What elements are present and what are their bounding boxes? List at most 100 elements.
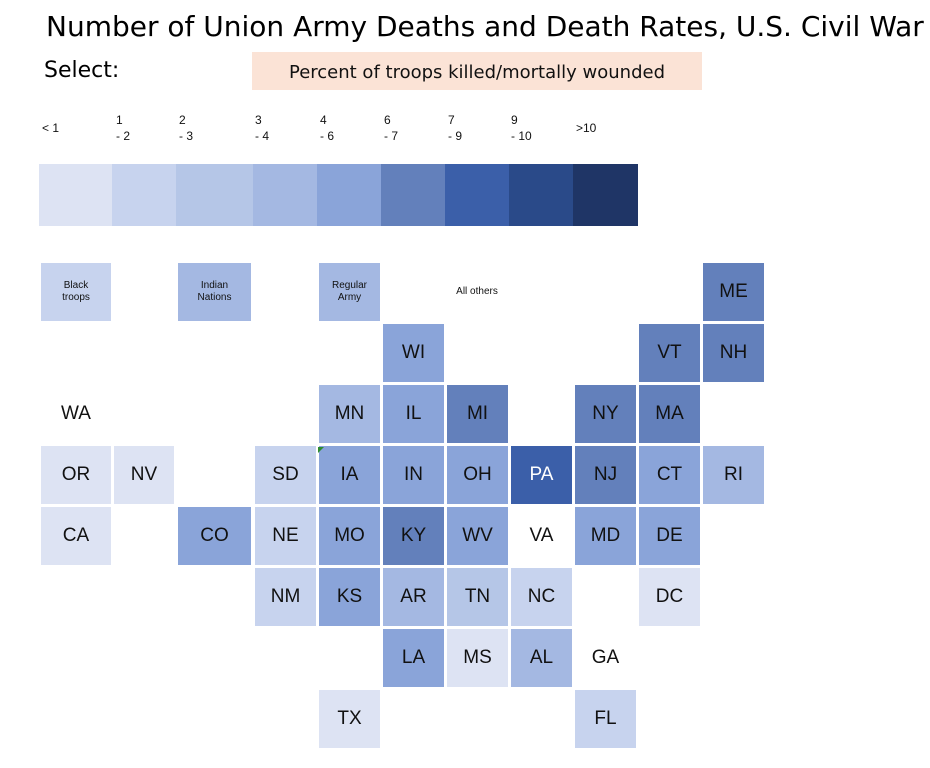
tile-label: TX <box>337 708 362 729</box>
tile-label: VT <box>657 342 682 363</box>
tile-nm[interactable]: NM <box>255 568 316 626</box>
tile-label: ME <box>719 281 748 302</box>
tile-all-others[interactable]: All others <box>382 263 572 321</box>
tile-tn[interactable]: TN <box>447 568 508 626</box>
tile-in[interactable]: IN <box>383 446 444 504</box>
tile-ct[interactable]: CT <box>639 446 700 504</box>
tile-me[interactable]: ME <box>703 263 764 321</box>
tile-black-troops[interactable]: Black troops <box>41 263 111 321</box>
tile-or[interactable]: OR <box>41 446 111 504</box>
tile-mo[interactable]: MO <box>319 507 380 565</box>
tile-label: KS <box>336 586 363 607</box>
tile-mi[interactable]: MI <box>447 385 508 443</box>
legend-label: 9 - 10 <box>511 113 532 143</box>
tile-ri[interactable]: RI <box>703 446 764 504</box>
tile-mn[interactable]: MN <box>319 385 380 443</box>
tile-label: TN <box>464 586 491 607</box>
legend-label: >10 <box>576 121 597 135</box>
tile-label: DE <box>656 525 683 546</box>
tile-label: IL <box>405 403 422 424</box>
legend-swatch <box>253 164 317 226</box>
tile-dc[interactable]: DC <box>639 568 700 626</box>
tile-label: NJ <box>593 464 618 485</box>
legend-label: 1 - 2 <box>116 113 131 143</box>
tile-label: NV <box>130 464 158 485</box>
tile-wv[interactable]: WV <box>447 507 508 565</box>
tile-label: IN <box>404 464 423 485</box>
tile-label: MN <box>334 403 365 424</box>
tile-label: NC <box>527 586 556 607</box>
tile-label: WV <box>462 525 493 546</box>
selection-marker <box>318 447 324 453</box>
legend-label: 2 - 3 <box>179 113 194 143</box>
tile-label: GA <box>591 647 620 668</box>
legend-label: 6 - 7 <box>384 113 399 143</box>
tile-pa[interactable]: PA <box>511 446 572 504</box>
tile-label: LA <box>401 647 426 668</box>
tile-indian-nations[interactable]: Indian Nations <box>178 263 251 321</box>
tile-vt[interactable]: VT <box>639 324 700 382</box>
tile-label: AR <box>400 586 427 607</box>
tile-label: MO <box>334 525 365 546</box>
tile-ia[interactable]: IA <box>319 446 380 504</box>
tile-wi[interactable]: WI <box>383 324 444 382</box>
legend-swatch <box>573 164 638 226</box>
tile-nj[interactable]: NJ <box>575 446 636 504</box>
legend-swatch <box>176 164 253 226</box>
tile-label: NM <box>270 586 301 607</box>
tile-label: WA <box>61 403 91 424</box>
legend-swatch <box>445 164 509 226</box>
tile-al[interactable]: AL <box>511 629 572 687</box>
tile-label: AL <box>529 647 554 668</box>
tile-ky[interactable]: KY <box>383 507 444 565</box>
tile-label: MA <box>655 403 684 424</box>
tile-label: MS <box>463 647 492 668</box>
tile-ks[interactable]: KS <box>319 568 380 626</box>
tile-ny[interactable]: NY <box>575 385 636 443</box>
tile-label: RI <box>724 464 743 485</box>
tile-co[interactable]: CO <box>178 507 251 565</box>
legend-label: 4 - 6 <box>320 113 335 143</box>
tile-label: NY <box>592 403 619 424</box>
tile-label: OR <box>61 464 91 485</box>
tile-ca[interactable]: CA <box>41 507 111 565</box>
tile-ga[interactable]: GA <box>575 629 636 687</box>
metric-select-button[interactable]: Percent of troops killed/mortally wounde… <box>252 52 702 90</box>
tile-ne[interactable]: NE <box>255 507 316 565</box>
tile-label: CO <box>200 525 229 546</box>
tile-ma[interactable]: MA <box>639 385 700 443</box>
tile-fl[interactable]: FL <box>575 690 636 748</box>
tile-sd[interactable]: SD <box>255 446 316 504</box>
tile-nh[interactable]: NH <box>703 324 764 382</box>
tile-ar[interactable]: AR <box>383 568 444 626</box>
tile-il[interactable]: IL <box>383 385 444 443</box>
tile-label: Black troops <box>62 280 90 303</box>
tile-label: OH <box>463 464 492 485</box>
legend-label: 3 - 4 <box>255 113 270 143</box>
tile-tx[interactable]: TX <box>319 690 380 748</box>
select-label: Select: <box>44 58 120 83</box>
tile-wa[interactable]: WA <box>41 385 111 443</box>
tile-regular-army[interactable]: Regular Army <box>319 263 380 321</box>
tile-va[interactable]: VA <box>511 507 572 565</box>
legend-swatch <box>39 164 112 226</box>
tile-label: CA <box>62 525 90 546</box>
tile-md[interactable]: MD <box>575 507 636 565</box>
tile-de[interactable]: DE <box>639 507 700 565</box>
tile-label: KY <box>400 525 427 546</box>
tile-nv[interactable]: NV <box>114 446 174 504</box>
tile-ms[interactable]: MS <box>447 629 508 687</box>
legend-swatch <box>112 164 176 226</box>
tile-label: NE <box>272 525 299 546</box>
tile-label: PA <box>529 464 554 485</box>
tile-label: SD <box>272 464 299 485</box>
tile-label: MD <box>590 525 621 546</box>
tile-oh[interactable]: OH <box>447 446 508 504</box>
tile-label: FL <box>594 708 617 729</box>
tile-label: Indian Nations <box>197 280 232 303</box>
tile-label: WI <box>401 342 426 363</box>
tile-la[interactable]: LA <box>383 629 444 687</box>
legend-swatch <box>317 164 381 226</box>
tile-label: DC <box>655 586 684 607</box>
tile-nc[interactable]: NC <box>511 568 572 626</box>
